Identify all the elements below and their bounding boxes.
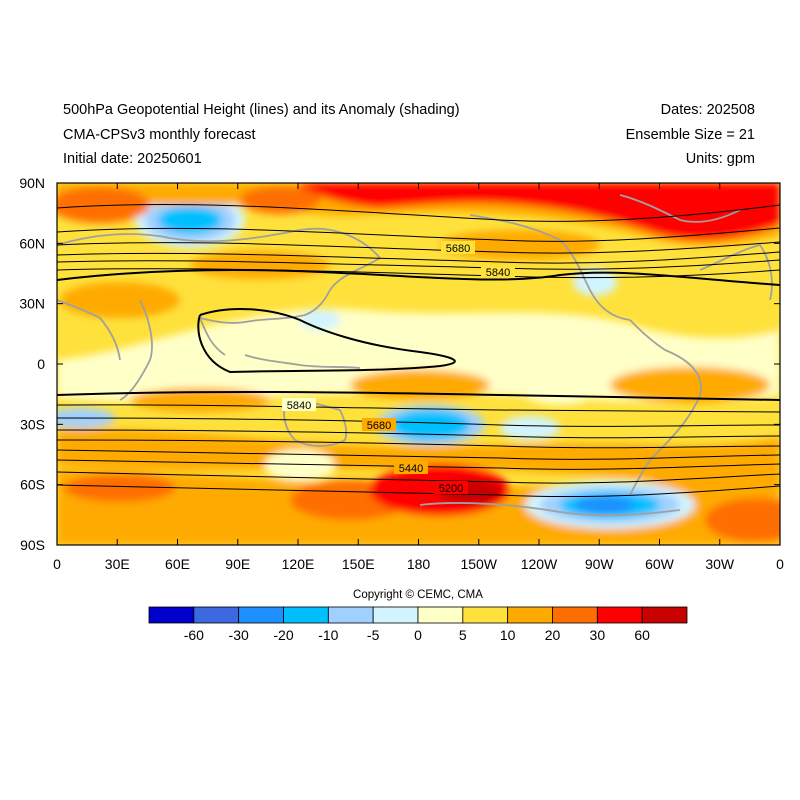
colorbar-swatch [327, 606, 374, 624]
lon-label: 60W [645, 556, 675, 572]
lon-label: 180 [407, 556, 431, 572]
colorbar-swatch [148, 606, 195, 624]
colorbar [148, 606, 688, 624]
lon-label: 60E [165, 556, 190, 572]
lat-label: 90N [19, 175, 45, 191]
contour-label-5440: 5440 [399, 463, 423, 475]
lon-label: 90E [225, 556, 250, 572]
colorbar-swatch [596, 606, 643, 624]
title-line-3: Initial date: 20250601 [63, 151, 202, 167]
colorbar-label: 10 [499, 627, 516, 643]
anomaly-shading [57, 183, 780, 545]
lon-label: 30E [105, 556, 130, 572]
map-axes: 0 30E 60E 90E 120E 150E 180 150W 120W 90W 60W 30W 09… [19, 175, 784, 572]
lon-label: 0 [53, 556, 61, 572]
lon-label: 90W [585, 556, 615, 572]
title-line-2: CMA-CPSv3 monthly forecast [63, 127, 256, 143]
colorbar-swatch [507, 606, 553, 624]
contour-labels: 5680 5840 5840 5680 5440 5200 [282, 241, 515, 495]
colorbar-label: 0 [414, 627, 422, 643]
colorbar-label: 30 [589, 627, 606, 643]
lat-label: 60N [19, 235, 45, 251]
colorbar-swatch [552, 606, 598, 624]
colorbar-label: -60 [183, 627, 204, 643]
coastlines [57, 194, 773, 517]
colorbar-label: 20 [544, 627, 561, 643]
lat-label: 30S [20, 416, 45, 432]
colorbar-label: -20 [273, 627, 294, 643]
colorbar-swatch [193, 606, 240, 624]
colorbar-swatch [283, 606, 329, 624]
lon-label: 120W [521, 556, 558, 572]
lon-label: 150E [342, 556, 375, 572]
lon-label: 150W [460, 556, 497, 572]
lat-label: 0 [37, 356, 45, 372]
units-label: Units: gpm [685, 151, 755, 167]
colorbar-swatch [417, 606, 464, 624]
contour-label-5840-north: 5840 [486, 267, 510, 279]
colorbar-label: -30 [228, 627, 249, 643]
colorbar-label: 5 [458, 627, 467, 643]
lon-label: 30W [705, 556, 735, 572]
lat-label: 60S [20, 477, 45, 493]
lon-label: 0 [776, 556, 784, 572]
contour-label-5840-south: 5840 [287, 400, 311, 412]
colorbar-swatch [372, 606, 419, 624]
contour-label-5200: 5200 [439, 483, 463, 495]
contour-label-5680-south: 5680 [367, 420, 391, 432]
colorbar-swatch [641, 606, 688, 624]
colorbar-swatch [238, 606, 284, 624]
contour-label-5680-north: 5680 [446, 243, 470, 255]
colorbar-label: 60 [634, 627, 650, 643]
lat-label: 30N [19, 296, 45, 312]
lat-label: 90S [20, 537, 45, 553]
ensemble-size-label: Ensemble Size = 21 [625, 127, 755, 143]
lon-label: 120E [282, 556, 315, 572]
title-line-1: 500hPa Geopotential Height (lines) and i… [63, 102, 460, 118]
dates-label: Dates: 202508 [660, 102, 755, 118]
colorbar-label: -10 [318, 627, 339, 643]
copyright-label: Copyright © CEMC, CMA [353, 589, 483, 601]
colorbar-label: -5 [366, 627, 380, 643]
colorbar-swatch [462, 606, 509, 624]
height-contours [57, 204, 780, 498]
